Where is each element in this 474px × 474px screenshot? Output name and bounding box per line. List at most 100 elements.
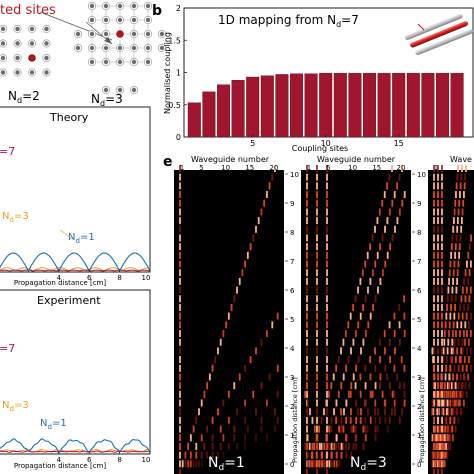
light-streak (179, 356, 181, 364)
light-streak (441, 277, 443, 285)
light-streak (463, 399, 465, 407)
light-streak (179, 469, 181, 474)
light-streak (384, 225, 386, 233)
light-streak (441, 260, 443, 268)
light-streak (309, 408, 311, 416)
light-streak (364, 425, 367, 433)
light-streak (326, 382, 328, 390)
light-streak (433, 277, 435, 285)
light-streak (203, 390, 206, 398)
light-streak (306, 347, 308, 355)
lattice-site (159, 31, 165, 37)
waveguide-tick-label: 1 (307, 164, 311, 172)
z-tick-label: 9 (290, 200, 294, 208)
light-streak (460, 295, 463, 303)
light-streak (453, 260, 456, 268)
light-streak (438, 451, 441, 459)
light-streak (386, 251, 389, 259)
light-streak (343, 408, 345, 416)
light-streak (437, 191, 439, 199)
light-streak (459, 390, 462, 398)
light-streak (433, 469, 435, 474)
light-streak (257, 217, 260, 225)
light-streak (366, 425, 369, 433)
light-streak (255, 347, 257, 355)
light-streak (184, 460, 187, 468)
light-streak (460, 321, 463, 329)
panel-experiment: Experiment =7 Nd=3 Nd=1 4 6 8 10 Propagatio… (0, 289, 151, 470)
light-streak (436, 451, 439, 459)
light-streak (436, 442, 439, 450)
light-streak (342, 373, 345, 381)
lattice-site (29, 70, 35, 75)
lattice-site (117, 87, 123, 93)
light-streak (340, 442, 343, 450)
light-streak (306, 356, 308, 364)
light-streak (467, 251, 470, 259)
light-streak (316, 408, 318, 416)
light-streak (198, 408, 200, 416)
light-streak (326, 234, 328, 242)
light-streak (437, 260, 439, 268)
light-streak (451, 338, 454, 346)
light-streak (386, 373, 389, 381)
light-streak (447, 442, 450, 450)
light-streak (379, 356, 382, 364)
bar (450, 72, 464, 138)
light-streak (342, 442, 345, 450)
light-streak (227, 442, 230, 450)
plot-frame (0, 106, 151, 273)
z-tick-label: 4 (417, 345, 422, 353)
light-streak (466, 330, 468, 338)
light-streak (463, 182, 466, 190)
light-streak (441, 295, 443, 303)
light-streak (338, 460, 341, 468)
light-streak (470, 260, 472, 268)
x-tick-label: 6 (87, 274, 92, 282)
light-streak (179, 260, 181, 268)
light-streak (452, 269, 455, 277)
light-streak (456, 321, 459, 329)
light-streak (438, 399, 441, 407)
light-streak (304, 390, 307, 398)
light-streak (378, 208, 381, 216)
light-streak (441, 408, 443, 416)
lattice-nd3 (73, 1, 167, 95)
y-axis-ticks: 0 0.5 1 1.5 2 (168, 4, 187, 142)
light-streak (470, 364, 472, 372)
waveguide-inset-illustration (404, 13, 474, 56)
light-streak (219, 442, 222, 450)
light-streak (316, 286, 318, 294)
nd3-label: Nd=3 (2, 400, 29, 413)
light-streak (265, 399, 268, 407)
light-streak (445, 408, 448, 416)
waveguide-tick-label: 5 (199, 164, 203, 172)
light-streak (437, 321, 439, 329)
lattice-site (145, 31, 151, 37)
light-streak (233, 425, 236, 433)
light-streak (460, 382, 463, 390)
lattice-site (103, 17, 109, 23)
light-streak (464, 321, 467, 329)
light-streak (371, 390, 374, 398)
light-streak (274, 165, 276, 172)
light-streak (326, 295, 328, 303)
light-streak (274, 408, 276, 416)
light-streak (381, 390, 384, 398)
light-streak (384, 399, 387, 407)
bar (377, 72, 391, 138)
light-streak (364, 330, 367, 338)
light-streak (274, 425, 276, 433)
nd7-label: =7 (0, 145, 15, 158)
light-streak (179, 338, 181, 346)
light-streak (349, 390, 352, 398)
light-streak (326, 356, 328, 364)
light-streak (444, 330, 446, 338)
light-streak (345, 399, 348, 407)
light-streak (337, 442, 340, 450)
light-streak (222, 451, 225, 459)
light-streak (260, 416, 263, 424)
light-streak (439, 382, 442, 390)
light-streak (433, 243, 435, 251)
lattice-site (103, 87, 109, 93)
